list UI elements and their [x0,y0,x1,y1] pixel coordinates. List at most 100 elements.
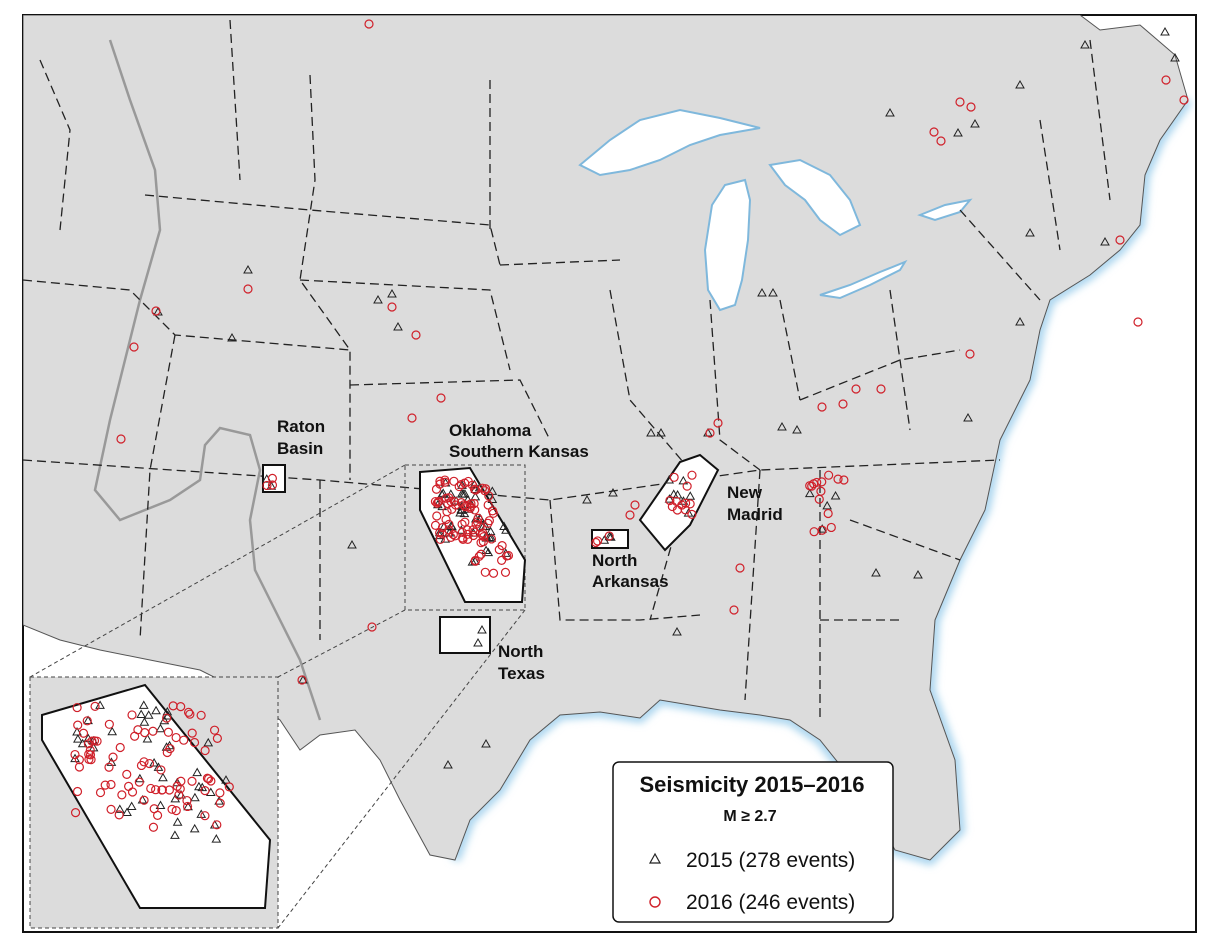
event-2016-marker [108,752,118,762]
event-2016-marker [172,781,182,791]
event-2016-marker [73,720,83,730]
event-2016-marker [151,785,161,795]
event-2016-marker [72,702,82,713]
lake-michigan [703,178,752,312]
event-2015-marker [668,489,679,498]
event-2016-marker [215,798,225,808]
event-2016-marker [929,127,939,137]
event-2016-marker [497,555,507,565]
event-2016-marker [411,330,421,340]
event-2016-marker [387,302,397,312]
event-2016-marker [84,754,94,765]
label-north-arkansas: North Arkansas [592,551,669,591]
event-2015-marker [106,757,117,766]
event-2015-marker [804,488,815,498]
event-2016-marker [483,518,493,528]
event-2015-marker [189,823,200,833]
event-2016-marker [1115,235,1125,245]
event-2016-marker [176,702,186,712]
event-2016-marker [466,499,476,509]
event-2016-marker [965,349,975,359]
event-2016-marker [139,795,149,805]
region-raton-basin [262,464,286,493]
event-2016-marker [729,605,739,615]
event-2015-marker [192,767,203,777]
event-2016-marker [475,522,485,532]
event-2015-marker [347,539,357,549]
event-2015-marker [155,800,166,810]
event-2016-marker [436,393,446,403]
event-2015-marker [481,545,491,554]
event-2015-marker [153,762,164,771]
event-2016-marker [441,493,451,503]
legend: Seismicity 2015–2016 M ≥ 2.7 2015 (278 e… [612,761,894,923]
event-2016-marker [182,801,193,812]
event-2015-marker [83,715,93,725]
event-2015-marker [443,759,453,769]
event-2016-marker [497,541,507,551]
event-2015-marker [1015,79,1025,89]
event-2016-marker [476,549,486,559]
event-2016-marker [104,762,114,772]
event-2016-marker [817,402,827,412]
event-2016-marker [487,506,498,516]
circle-icon [649,896,661,908]
event-2015-marker [885,107,895,117]
event-2016-marker [212,733,222,743]
event-2016-marker [735,563,745,573]
event-2015-marker [817,524,828,533]
event-2016-marker [488,568,499,578]
event-2016-marker [209,725,220,735]
event-2016-marker [814,494,824,504]
event-2016-marker [82,716,92,726]
event-2016-marker [187,776,197,786]
us-landmass [23,15,1189,861]
event-2016-marker [630,500,640,510]
event-2016-marker [100,780,110,790]
event-2016-marker [955,97,965,107]
event-2015-marker [646,427,656,437]
event-2016-marker [1161,75,1171,85]
event-2015-marker [970,118,980,128]
event-2016-marker [262,480,272,491]
event-2016-marker [876,384,886,394]
event-2016-marker [187,728,197,738]
event-2015-marker [477,624,487,634]
event-2015-marker [393,321,403,331]
event-2016-marker [200,811,210,821]
event-2015-marker [467,557,478,566]
event-2016-marker [183,707,194,717]
legend-title: Seismicity 2015–2016 [639,772,864,797]
event-2016-marker [136,760,147,771]
event-2016-marker [838,399,848,409]
event-2015-marker [373,294,383,304]
event-2015-marker [162,706,173,716]
event-2015-marker [72,726,82,736]
event-2016-marker [175,784,185,794]
legend-subtitle: M ≥ 2.7 [723,808,776,825]
event-2016-marker [90,701,100,712]
event-2016-marker [106,804,116,814]
event-2016-marker [202,773,213,783]
event-2016-marker [267,473,277,483]
event-2015-marker [1080,39,1090,49]
event-2016-marker [364,19,374,29]
event-2016-marker [437,529,447,539]
event-2016-marker [851,384,861,394]
event-2015-marker [582,494,592,504]
event-2016-marker [1133,317,1143,327]
event-2016-marker [115,742,125,753]
event-2015-marker [913,569,923,579]
event-2016-marker [468,530,479,541]
event-2015-marker [672,626,682,636]
event-2015-marker [830,491,841,500]
event-2015-marker [190,792,200,802]
event-2015-marker [1100,236,1110,246]
event-2016-marker [449,476,459,486]
event-2015-marker [211,834,222,843]
event-2015-marker [777,421,787,431]
event-2016-marker [824,470,834,480]
event-2016-marker [681,498,691,508]
event-2015-marker [438,488,449,497]
